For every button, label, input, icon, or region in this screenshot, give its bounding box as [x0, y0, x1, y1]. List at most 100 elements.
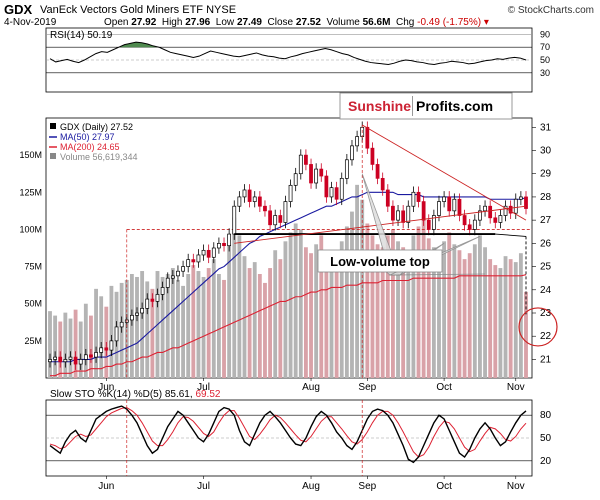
candle-body [104, 347, 109, 351]
volume-bar [524, 291, 528, 378]
candle-body [48, 359, 52, 363]
candle-body [181, 266, 185, 272]
candle-body [237, 196, 242, 207]
month-label: Nov [507, 481, 525, 492]
volume-bar [370, 235, 375, 378]
candle-body [447, 196, 452, 212]
candle-body [426, 219, 431, 230]
volume-tick-label: 150M [19, 150, 42, 160]
volume-bar [53, 315, 58, 378]
candle-body [176, 270, 180, 277]
candle-body [232, 205, 237, 235]
price-tick-label: 25 [540, 262, 552, 273]
volume-bar [303, 247, 308, 378]
candle-body [273, 215, 278, 226]
month-label: Aug [302, 481, 320, 492]
volume-bar [181, 285, 185, 378]
candle-body [263, 205, 267, 212]
volume-legend: Volume 56,619,344 [60, 152, 138, 162]
candle-body [150, 298, 155, 302]
candle-body [503, 205, 508, 216]
rsi-tick-label: 90 [540, 29, 550, 39]
candle-body [467, 224, 472, 230]
month-label: Aug [302, 382, 320, 393]
volume-bar [396, 241, 400, 378]
candle-body [437, 201, 441, 216]
candle-body [385, 189, 390, 207]
volume-bar [309, 253, 313, 378]
volume-bar [109, 285, 114, 378]
candle-body [196, 254, 201, 263]
volume-bar [222, 279, 226, 378]
rsi-tick-label: 50 [540, 55, 550, 65]
price-tick-label: 28 [540, 192, 552, 203]
volume-bar [329, 271, 334, 378]
volume-bar [227, 244, 232, 378]
volume-bar [462, 259, 467, 378]
volume-bar [252, 262, 257, 378]
price-legend-swatch [50, 123, 56, 129]
stochastic-k-value: 85.61, [165, 389, 196, 400]
candle-body [483, 205, 487, 212]
volume-bar [278, 259, 283, 378]
volume-legend-swatch [50, 153, 56, 159]
volume-tick-label: 50M [24, 299, 42, 309]
volume-bar [503, 256, 508, 378]
price-legend: GDX (Daily) 27.52 [60, 122, 133, 132]
volume-bar [483, 247, 487, 378]
quote-summary: Open 27.92 High 27.96 Low 27.49 Close 27… [104, 17, 489, 28]
volume-tick-label: 100M [19, 224, 42, 234]
volume-bar [288, 232, 293, 378]
volume-bar [478, 235, 482, 378]
high-value: 27.96 [185, 17, 211, 28]
volume-bar [263, 282, 267, 378]
candle-body [155, 294, 160, 302]
stochastic-tick-label: 80 [540, 410, 552, 421]
candle-body [278, 215, 283, 223]
stochastic-d-line [49, 407, 527, 458]
candle-body [145, 298, 150, 309]
candle-body [283, 201, 288, 223]
low-label: Low [215, 17, 235, 28]
volume-bar [298, 229, 303, 378]
security-name: VanEck Vectors Gold Miners ETF NYSE [40, 4, 236, 16]
price-tick-label: 29 [540, 169, 552, 180]
candle-body [344, 159, 349, 179]
volume-bar [442, 241, 447, 378]
low-value: 27.49 [236, 17, 262, 28]
candle-body [391, 205, 395, 221]
candle-body [380, 178, 385, 191]
volume-bar [232, 217, 237, 378]
change-label: Chg [395, 17, 415, 28]
candle-body [288, 184, 293, 202]
rsi-overbought-fill [50, 42, 526, 48]
candle-body [314, 168, 319, 184]
volume-bar [385, 235, 390, 378]
volume-bar [380, 247, 385, 378]
volume-bar [488, 259, 493, 378]
month-label: Nov [507, 382, 525, 393]
candle-body [375, 164, 380, 179]
volume-bar [150, 288, 155, 378]
volume-bar [283, 241, 288, 378]
ma50-line [50, 191, 527, 363]
volume-bar [196, 271, 201, 378]
candle-body [242, 189, 247, 198]
volume-bar [457, 250, 462, 378]
callout-text: Low-volume top [330, 254, 430, 269]
month-label: Jun [98, 382, 114, 393]
candle-body [73, 356, 78, 365]
callout-box [317, 249, 443, 273]
candle-body [304, 154, 308, 165]
candle-body [83, 354, 88, 360]
price-tick-label: 26 [540, 238, 552, 249]
volume-bar [237, 235, 242, 378]
volume-bar [58, 321, 63, 378]
volume-tick-label: 25M [24, 336, 42, 346]
candle-body [508, 205, 513, 214]
logo-sunshine-text: Sunshine [348, 98, 411, 114]
candle-body [114, 326, 119, 342]
volume-bar [431, 247, 436, 378]
volume-bar [447, 232, 452, 378]
